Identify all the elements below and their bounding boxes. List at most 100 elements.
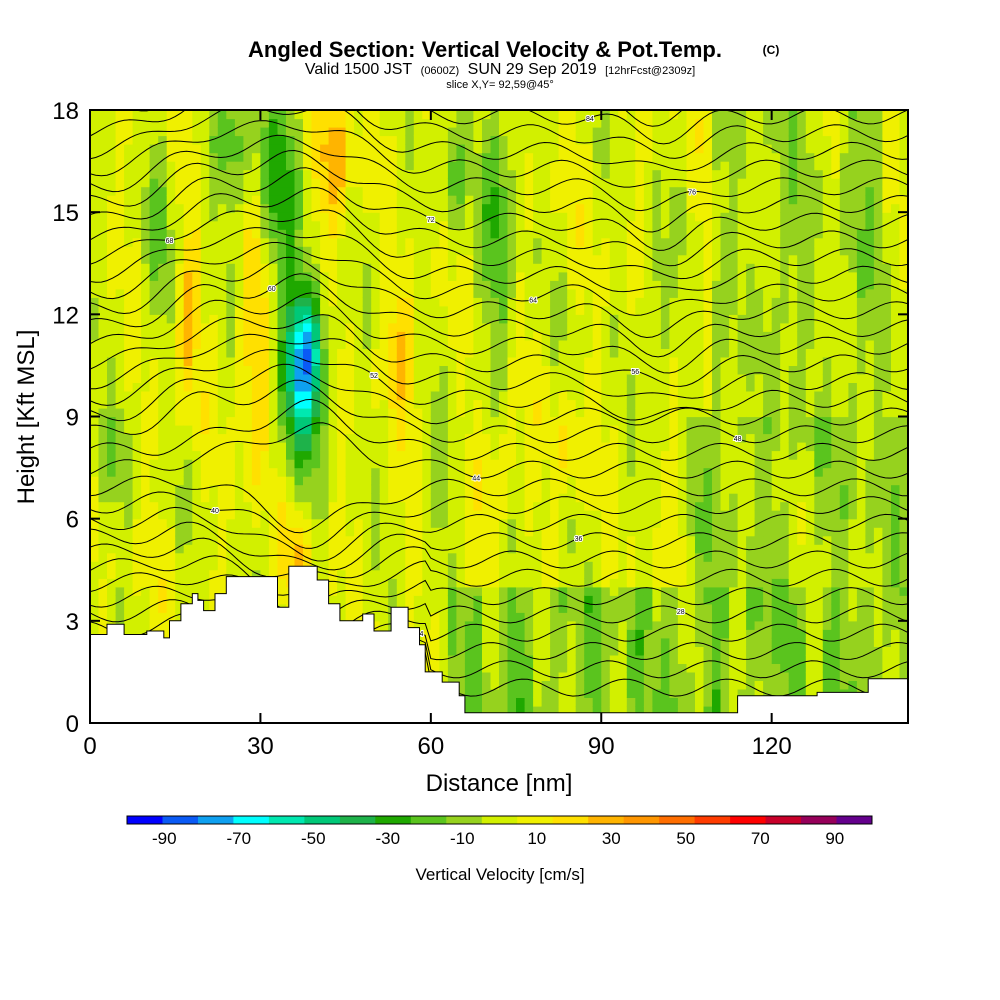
velocity-cell bbox=[490, 646, 500, 656]
velocity-cell bbox=[499, 195, 509, 205]
velocity-cell bbox=[371, 561, 381, 571]
velocity-cell bbox=[516, 348, 526, 358]
velocity-cell bbox=[660, 612, 670, 622]
velocity-cell bbox=[115, 331, 125, 341]
velocity-cell bbox=[516, 152, 526, 162]
velocity-cell bbox=[217, 493, 227, 503]
velocity-cell bbox=[166, 578, 176, 588]
velocity-cell bbox=[626, 501, 636, 511]
velocity-cell bbox=[226, 493, 236, 503]
velocity-cell bbox=[251, 535, 261, 545]
velocity-cell bbox=[124, 237, 134, 247]
velocity-cell bbox=[456, 569, 466, 579]
velocity-cell bbox=[132, 127, 142, 137]
velocity-cell bbox=[166, 476, 176, 486]
velocity-cell bbox=[626, 246, 636, 256]
velocity-cell bbox=[90, 169, 100, 179]
velocity-cell bbox=[132, 476, 142, 486]
velocity-cell bbox=[550, 425, 560, 435]
velocity-cell bbox=[473, 263, 483, 273]
velocity-cell bbox=[558, 203, 568, 213]
velocity-cell bbox=[107, 254, 117, 264]
velocity-cell bbox=[277, 391, 287, 401]
velocity-cell bbox=[558, 620, 568, 630]
velocity-cell bbox=[618, 620, 628, 630]
velocity-cell bbox=[234, 535, 244, 545]
velocity-cell bbox=[311, 356, 321, 366]
velocity-cell bbox=[124, 339, 134, 349]
velocity-cell bbox=[558, 373, 568, 383]
velocity-cell bbox=[286, 186, 296, 196]
velocity-cell bbox=[166, 195, 176, 205]
velocity-cell bbox=[524, 382, 534, 392]
velocity-cell bbox=[643, 671, 653, 681]
velocity-cell bbox=[533, 331, 543, 341]
velocity-cell bbox=[166, 501, 176, 511]
velocity-cell bbox=[175, 220, 185, 230]
velocity-cell bbox=[192, 144, 202, 154]
velocity-cell bbox=[567, 569, 577, 579]
velocity-cell bbox=[643, 688, 653, 698]
velocity-cell bbox=[677, 671, 687, 681]
velocity-cell bbox=[354, 127, 364, 137]
velocity-cell bbox=[107, 195, 117, 205]
velocity-cell bbox=[115, 450, 125, 460]
velocity-cell bbox=[234, 144, 244, 154]
velocity-cell bbox=[149, 569, 159, 579]
velocity-cell bbox=[524, 161, 534, 171]
velocity-cell bbox=[158, 459, 168, 469]
velocity-cell bbox=[422, 127, 432, 137]
velocity-cell bbox=[286, 425, 296, 435]
velocity-cell bbox=[158, 467, 168, 477]
velocity-cell bbox=[643, 365, 653, 375]
velocity-cell bbox=[183, 127, 193, 137]
velocity-cell bbox=[456, 280, 466, 290]
velocity-cell bbox=[192, 314, 202, 324]
velocity-cell bbox=[294, 459, 304, 469]
velocity-cell bbox=[482, 110, 492, 120]
velocity-cell bbox=[439, 408, 449, 418]
velocity-cell bbox=[388, 382, 398, 392]
velocity-cell bbox=[482, 152, 492, 162]
velocity-cell bbox=[388, 254, 398, 264]
velocity-cell bbox=[149, 229, 159, 239]
velocity-cell bbox=[175, 237, 185, 247]
velocity-cell bbox=[541, 144, 551, 154]
velocity-cell bbox=[388, 467, 398, 477]
velocity-cell bbox=[669, 510, 679, 520]
velocity-cell bbox=[516, 271, 526, 281]
velocity-cell bbox=[669, 544, 679, 554]
velocity-cell bbox=[132, 220, 142, 230]
velocity-cell bbox=[183, 569, 193, 579]
velocity-cell bbox=[558, 339, 568, 349]
velocity-cell bbox=[490, 459, 500, 469]
velocity-cell bbox=[320, 271, 330, 281]
velocity-cell bbox=[439, 254, 449, 264]
velocity-cell bbox=[311, 237, 321, 247]
velocity-cell bbox=[541, 416, 551, 426]
velocity-cell bbox=[618, 493, 628, 503]
velocity-cell bbox=[447, 365, 457, 375]
velocity-cell bbox=[558, 586, 568, 596]
velocity-cell bbox=[311, 280, 321, 290]
velocity-cell bbox=[132, 271, 142, 281]
velocity-cell bbox=[507, 654, 517, 664]
velocity-cell bbox=[643, 186, 653, 196]
velocity-cell bbox=[388, 144, 398, 154]
velocity-cell bbox=[533, 527, 543, 537]
velocity-cell bbox=[541, 586, 551, 596]
velocity-cell bbox=[618, 680, 628, 690]
velocity-cell bbox=[141, 203, 151, 213]
velocity-cell bbox=[507, 348, 517, 358]
velocity-cell bbox=[439, 484, 449, 494]
velocity-cell bbox=[243, 169, 253, 179]
velocity-cell bbox=[362, 408, 372, 418]
velocity-cell bbox=[405, 620, 415, 630]
velocity-cell bbox=[550, 152, 560, 162]
velocity-cell bbox=[149, 331, 159, 341]
velocity-cell bbox=[371, 203, 381, 213]
velocity-cell bbox=[660, 680, 670, 690]
velocity-cell bbox=[507, 671, 517, 681]
velocity-cell bbox=[652, 578, 662, 588]
velocity-cell bbox=[473, 493, 483, 503]
